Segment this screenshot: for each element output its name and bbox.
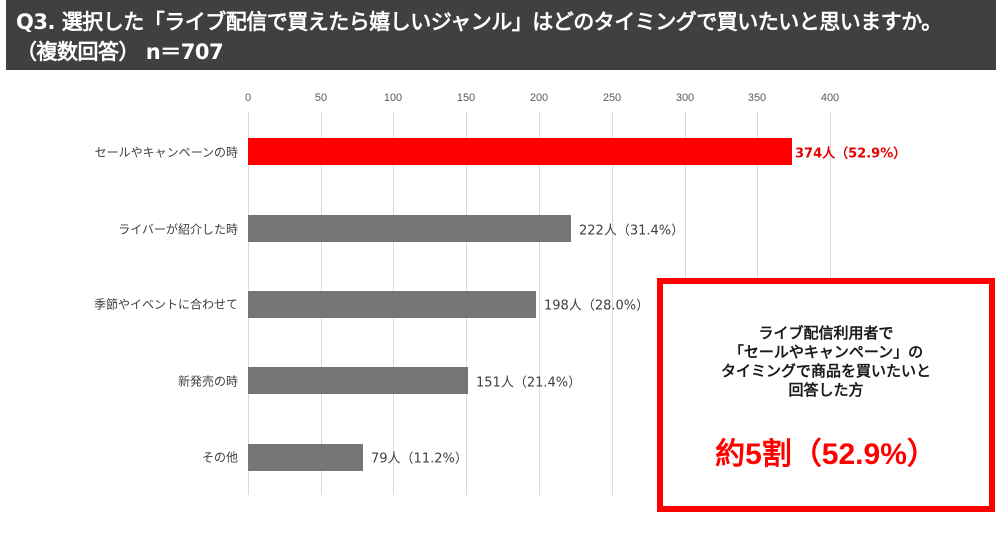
question-header: Q3. 選択した「ライブ配信で買えたら嬉しいジャンル」はどのタイミングで買いたい… [6, 0, 996, 70]
value-label: 198人（28.0%） [544, 298, 650, 314]
callout-line: 回答した方 [788, 381, 864, 399]
bar-sale-campaign [248, 138, 792, 165]
callout-box: ライブ配信利用者で 「セールやキャンペーン」の タイミングで商品を買いたいと 回… [657, 278, 995, 512]
callout-line: ライブ配信利用者で [758, 324, 894, 342]
bar-other [248, 444, 363, 471]
value-label: 222人（31.4%） [579, 223, 685, 239]
question-subtitle: （複数回答） n＝707 [16, 40, 224, 64]
x-tick: 400 [820, 92, 840, 104]
callout-line: 「セールやキャンペーン」の [728, 343, 924, 361]
x-tick: 150 [456, 92, 476, 104]
category-label: セールやキャンペーンの時 [94, 145, 238, 160]
x-tick: 0 [244, 92, 252, 104]
category-label: 季節やイベントに合わせて [93, 297, 238, 312]
x-tick: 50 [314, 92, 328, 104]
x-tick: 300 [675, 92, 695, 104]
gridline [612, 112, 613, 495]
bar-new-release [248, 367, 468, 394]
value-label: 79人（11.2%） [371, 451, 468, 467]
x-tick: 250 [602, 92, 622, 104]
bar-liver-introduced [248, 215, 571, 242]
value-label: 151人（21.4%） [476, 375, 582, 391]
value-label: 374人（52.9%） [795, 146, 907, 162]
category-label: その他 [201, 450, 238, 465]
question-title: Q3. 選択した「ライブ配信で買えたら嬉しいジャンル」はどのタイミングで買いたい… [16, 10, 942, 34]
x-tick: 350 [747, 92, 767, 104]
gridline [539, 112, 540, 495]
x-tick: 200 [529, 92, 549, 104]
callout-description: ライブ配信利用者で 「セールやキャンペーン」の タイミングで商品を買いたいと 回… [663, 324, 989, 400]
bar-seasonal-event [248, 291, 536, 318]
x-tick: 100 [383, 92, 403, 104]
category-label: 新発売の時 [177, 374, 238, 389]
callout-line: タイミングで商品を買いたいと [720, 362, 931, 380]
callout-highlight: 約5割（52.9%） [715, 438, 937, 471]
category-label: ライバーが紹介した時 [118, 222, 238, 237]
